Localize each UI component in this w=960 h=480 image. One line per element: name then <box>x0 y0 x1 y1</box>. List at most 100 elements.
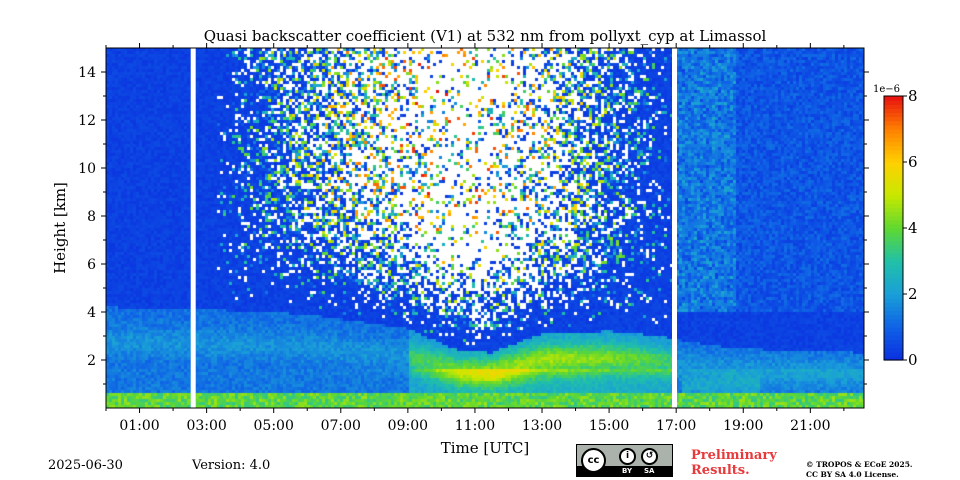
y-axis-label: Height [km] <box>51 182 69 274</box>
colorbar-segment <box>884 339 903 345</box>
colorbar-segment <box>884 96 903 101</box>
copyright-notice: © TROPOS & ECoE 2025. CC BY SA 4.0 Licen… <box>806 460 913 480</box>
colorbar-segment <box>884 298 903 303</box>
license-badge-band <box>577 466 672 476</box>
colorbar-segment <box>884 203 903 208</box>
data-gap-0 <box>190 48 196 408</box>
colorbar-segment <box>884 112 903 118</box>
colorbar-segment <box>884 199 903 204</box>
colorbar-segment <box>884 190 903 196</box>
colorbar-segment <box>884 141 903 147</box>
colorbar-segment <box>884 108 903 114</box>
colorbar-segment <box>884 335 903 340</box>
x-tick-label-2: 05:00 <box>254 418 294 434</box>
data-gap-1 <box>672 48 677 408</box>
colorbar-segment <box>884 302 903 307</box>
colorbar-segment <box>884 182 903 188</box>
colorbar-segment <box>884 285 903 291</box>
x-axis: 01:00 03:00 05:00 07:00 09:00 11:00 13:00 15:00… <box>105 43 845 434</box>
plot-area <box>105 47 865 409</box>
colorbar-segment <box>884 244 903 250</box>
cc-icon: cc <box>581 448 606 473</box>
colorbar-segment <box>884 240 903 246</box>
colorbar-segment <box>884 104 903 109</box>
colorbar-segment <box>884 273 903 279</box>
colorbar-segment <box>884 261 903 266</box>
colorbar-segment <box>884 124 903 130</box>
colorbar-segment <box>884 318 903 324</box>
colorbar-tick-label-4: 8 <box>908 87 918 105</box>
colorbar-segment <box>884 149 903 155</box>
copyright-line-1: © TROPOS & ECoE 2025. <box>806 460 913 469</box>
colorbar-segment <box>884 232 903 237</box>
colorbar-segment <box>884 195 903 200</box>
attribution-icon: i <box>619 448 636 465</box>
colorbar-segment <box>884 145 903 151</box>
plot-frame <box>105 47 865 409</box>
colorbar-segment <box>884 343 903 349</box>
colorbar-segment <box>884 186 903 192</box>
colorbar-tick-label-2: 4 <box>908 219 918 237</box>
colorbar-segment <box>884 289 903 295</box>
colorbar-segment <box>884 327 903 332</box>
chart-title: Quasi backscatter coefficient (V1) at 53… <box>204 27 767 45</box>
colorbar-segment <box>884 252 903 258</box>
backscatter-heatmap <box>106 48 864 408</box>
x-tick-label-1: 03:00 <box>186 418 226 434</box>
y-axis: 2 4 6 8 10 12 14 <box>78 65 869 385</box>
x-tick-label-0: 01:00 <box>119 418 159 434</box>
colorbar-segment <box>884 306 903 312</box>
colorbar: 0 2 4 6 8 1e−6 <box>873 84 918 369</box>
colorbar-segment <box>884 170 903 175</box>
preliminary-line-1: Preliminary <box>691 448 777 463</box>
colorbar-segment <box>884 162 903 167</box>
y-tick-label-6: 14 <box>78 65 96 81</box>
colorbar-segment <box>884 355 903 361</box>
colorbar-tick-label-3: 6 <box>908 153 918 171</box>
colorbar-segment <box>884 215 903 221</box>
colorbar-segment <box>884 277 903 283</box>
sa-label: SA <box>644 467 655 475</box>
x-tick-label-4: 09:00 <box>388 418 428 434</box>
x-tick-label-3: 07:00 <box>321 418 361 434</box>
y-tick-label-1: 4 <box>87 305 96 321</box>
colorbar-segment <box>884 219 903 225</box>
preliminary-line-2: Results. <box>691 463 750 478</box>
colorbar-segment <box>884 129 903 134</box>
colorbar-segment <box>884 281 903 287</box>
colorbar-segment <box>884 294 903 299</box>
colorbar-tick-label-1: 2 <box>908 285 918 303</box>
colorbar-segment <box>884 207 903 213</box>
x-tick-label-10: 21:00 <box>790 418 830 434</box>
preliminary-notice: Preliminary Results. <box>691 448 777 478</box>
colorbar-segment <box>884 228 903 233</box>
colorbar-segment <box>884 265 903 270</box>
colorbar-segment <box>884 133 903 138</box>
colorbar-segment <box>884 211 903 217</box>
x-tick-label-9: 19:00 <box>723 418 763 434</box>
colorbar-segment <box>884 174 903 180</box>
colorbar-segment <box>884 351 903 357</box>
y-tick-label-0: 2 <box>87 353 96 369</box>
copyright-line-2: CC BY SA 4.0 License. <box>806 470 899 479</box>
x-tick-label-8: 17:00 <box>656 418 696 434</box>
colorbar-offset-label: 1e−6 <box>873 84 900 95</box>
colorbar-segment <box>884 314 903 320</box>
colorbar-segment <box>884 223 903 229</box>
x-tick-label-6: 13:00 <box>522 418 562 434</box>
colorbar-segment <box>884 269 903 274</box>
date-label: 2025-06-30 <box>48 458 123 473</box>
colorbar-segment <box>884 153 903 159</box>
colorbar-segment <box>884 157 903 163</box>
y-tick-label-4: 10 <box>78 161 96 177</box>
version-label: Version: 4.0 <box>192 458 271 473</box>
x-tick-label-7: 15:00 <box>589 418 629 434</box>
colorbar-segment <box>884 331 903 336</box>
colorbar-segment <box>884 310 903 316</box>
license-badge[interactable]: cc i ↺ BY SA <box>576 444 673 477</box>
colorbar-segment <box>884 248 903 254</box>
x-axis-label: Time [UTC] <box>441 439 530 457</box>
colorbar-segment <box>884 347 903 353</box>
colorbar-segment <box>884 236 903 241</box>
